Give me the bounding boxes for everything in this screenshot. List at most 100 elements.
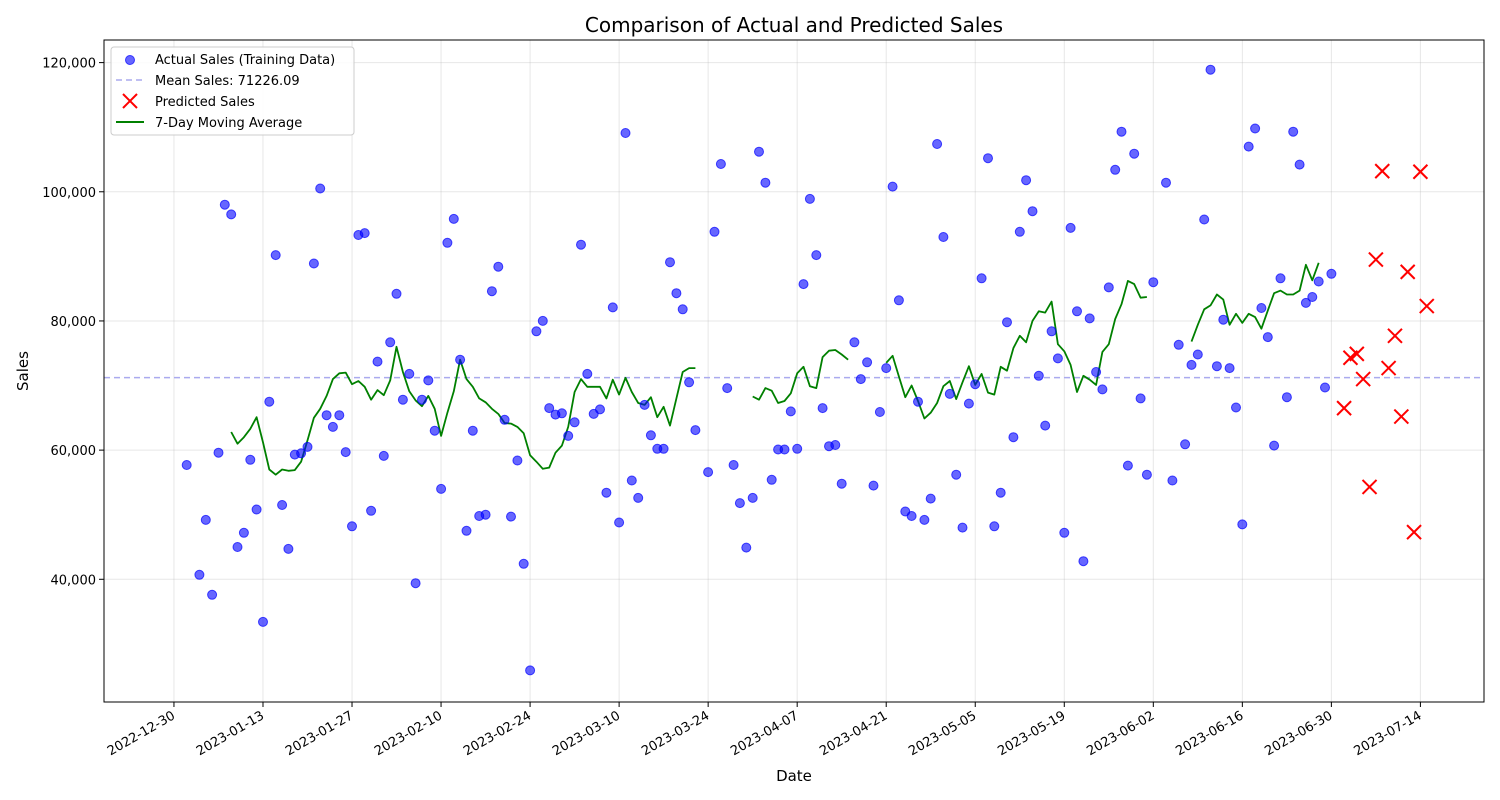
actual-sales-point [601,487,612,498]
actual-sales-point [448,213,459,224]
x-tick-label: 2023-01-13 [194,708,267,759]
actual-sales-point [1281,392,1292,403]
actual-sales-point [302,441,313,452]
actual-sales-point [862,357,873,368]
actual-sales-point [919,514,930,525]
legend-marker-predicted [122,93,138,109]
actual-sales-point [1199,214,1210,225]
predicted-sales-point [1380,360,1397,376]
actual-sales-point [1097,384,1108,395]
actual-sales-point [569,417,580,428]
actual-sales-point [582,368,593,379]
actual-sales-point [378,450,389,461]
actual-sales-point [1065,222,1076,233]
y-tick-label: 40,000 [51,573,97,588]
predicted-marker-stroke [1361,479,1378,495]
actual-sales-point [620,128,631,138]
actual-sales-point [429,425,440,436]
actual-sales-point [544,403,555,414]
actual-sales-point [798,279,809,290]
actual-sales-point [1180,439,1191,450]
predicted-sales-layer [1336,163,1435,540]
actual-sales-point [639,399,650,410]
chart-title: Comparison of Actual and Predicted Sales [585,13,1003,37]
actual-sales-point [1110,164,1121,175]
actual-sales-point [327,421,338,432]
x-tick-label: 2023-02-24 [461,708,534,759]
predicted-marker-stroke [1387,328,1403,344]
actual-sales-point [245,454,256,465]
actual-sales-point [766,474,777,485]
actual-sales-point [1307,292,1318,302]
actual-sales-point [970,379,981,390]
actual-sales-point [506,511,516,522]
predicted-marker-stroke [1380,360,1397,376]
actual-sales-point [951,469,962,480]
plot-area-frame [103,39,1485,703]
actual-sales-point [238,527,249,538]
predicted-sales-point [1387,328,1403,344]
y-tick-label: 60,000 [51,444,97,459]
actual-sales-point [1269,440,1280,451]
y-axis-label: Sales [14,351,32,391]
legend-label-actual: Actual Sales (Training Data) [155,53,335,68]
actual-sales-point [709,226,720,237]
predicted-marker-stroke [1419,298,1435,314]
actual-sales-point [722,383,733,394]
actual-sales-point [1046,326,1057,337]
x-tick-label: 2023-05-19 [995,708,1068,759]
actual-sales-point [728,460,739,470]
actual-sales-point [277,500,288,510]
actual-sales-point [442,237,453,248]
actual-sales-point [1078,556,1089,567]
predicted-sales-point [1361,479,1378,495]
actual-sales-point [315,183,326,194]
x-tick-label: 2022-12-30 [105,708,178,759]
actual-sales-point [410,578,421,589]
moving-average-line [1190,262,1320,342]
actual-sales-point [1129,148,1140,159]
actual-sales-point [868,480,879,491]
predicted-sales-point [1406,524,1422,540]
legend-label-mean: Mean Sales: 71226.09 [155,74,300,89]
x-tick-label: 2023-04-07 [728,708,801,759]
actual-sales-point [1059,527,1070,538]
actual-sales-point [194,569,205,580]
actual-sales-point [633,492,644,503]
actual-sales-point [995,487,1006,498]
predicted-sales-point [1349,346,1365,362]
actual-sales-point [455,354,466,365]
actual-sales-point [486,286,497,297]
predicted-marker-stroke [1349,346,1365,362]
actual-sales-point [296,448,307,459]
actual-sales-point [334,410,345,421]
actual-sales-point [1250,123,1261,134]
actual-sales-layer [181,64,1337,676]
actual-sales-point [671,288,682,299]
actual-sales-point [423,375,434,386]
x-tick-label: 2023-05-05 [906,708,979,759]
actual-sales-point [626,475,637,486]
actual-sales-point [849,337,860,348]
actual-sales-point [1275,273,1286,284]
actual-sales-point [1122,460,1133,471]
actual-sales-point [690,425,701,436]
actual-sales-point [734,498,745,509]
actual-sales-point [607,302,618,313]
actual-sales-point [715,159,726,169]
moving-average-layer [230,262,1320,476]
y-tick-label: 120,000 [42,57,96,72]
actual-sales-point [537,315,548,326]
actual-sales-point [836,478,847,489]
actual-sales-point [792,443,803,454]
actual-sales-point [1027,206,1038,217]
actual-sales-point [232,542,243,552]
legend-label-moving-average: 7-Day Moving Average [155,116,302,131]
actual-sales-point [563,430,574,441]
legend-marker-actual [125,55,135,65]
actual-sales-point [1243,141,1254,152]
predicted-marker-stroke [1393,408,1410,425]
actual-sales-point [1141,469,1152,480]
x-tick-label: 2023-06-30 [1262,708,1335,759]
